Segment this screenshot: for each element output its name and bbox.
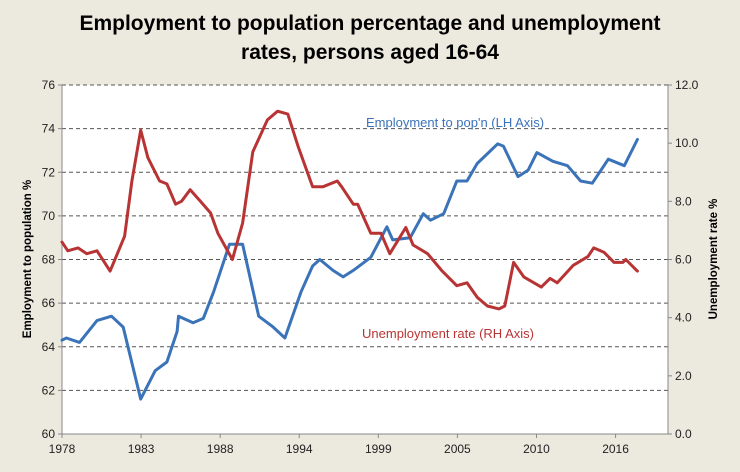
y-right-tick-label: 4.0: [675, 311, 692, 325]
gridlines: [62, 84, 668, 391]
unemployment-series-label: Unemployment rate (RH Axis): [362, 326, 534, 341]
x-tick-label: 1988: [207, 442, 234, 456]
chart-title-line-2: rates, persons aged 16-64: [241, 41, 499, 64]
y-right-tick-label: 8.0: [675, 194, 692, 208]
x-tick-label: 2016: [602, 442, 629, 456]
x-tick-label: 1978: [49, 442, 76, 456]
y-left-tick-label: 76: [42, 78, 56, 92]
y-right-tick-label: 0.0: [675, 427, 692, 441]
employment-series-label: Employment to pop'n (LH Axis): [366, 115, 544, 130]
x-tick-label: 1999: [365, 442, 392, 456]
x-tick-label: 2005: [444, 442, 471, 456]
y-left-tick-label: 64: [42, 340, 56, 354]
x-tick-label: 1994: [286, 442, 313, 456]
y-left-tick-label: 66: [42, 296, 56, 310]
series-lines: [60, 109, 639, 401]
unemployment-line: [60, 109, 639, 311]
y-left-tick-label: 60: [42, 427, 56, 441]
y-left-tick-label: 74: [42, 122, 56, 136]
y-right-tick-label: 6.0: [675, 253, 692, 267]
axes: 60 62 64 66 68 70 72 74 76 0.0 2.0 4.0 6.0 8.0 10.0 12.…: [42, 78, 699, 456]
y-right-tick-label: 10.0: [675, 136, 699, 150]
y-axis-left-title: Employment to population %: [22, 180, 34, 338]
y-right-tick-label: 2.0: [675, 369, 692, 383]
y-left-tick-label: 72: [42, 165, 56, 179]
y-left-tick-label: 68: [42, 253, 56, 267]
chart-title-line-1: Employment to population percentage and …: [79, 12, 660, 35]
y-axis-right-title: Unemployment rate %: [708, 199, 720, 320]
y-left-tick-label: 62: [42, 383, 56, 397]
x-tick-label: 1983: [128, 442, 155, 456]
y-left-tick-label: 70: [42, 209, 56, 223]
employment-line: [60, 138, 639, 401]
y-right-tick-label: 12.0: [675, 78, 699, 92]
x-tick-label: 2010: [523, 442, 550, 456]
